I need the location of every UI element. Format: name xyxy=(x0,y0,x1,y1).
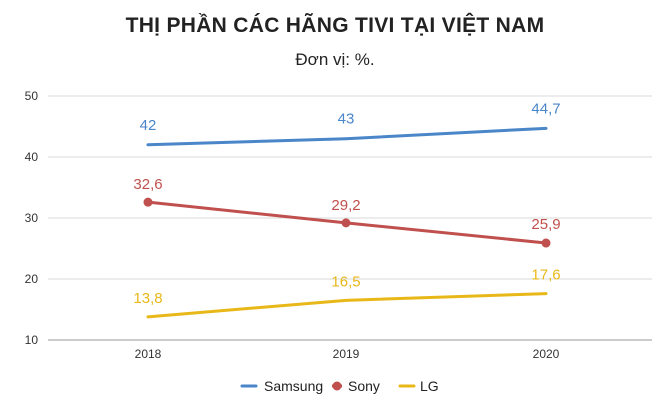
data-label-lg: 16,5 xyxy=(331,273,360,290)
chart-subtitle: Đơn vị: %. xyxy=(295,50,375,69)
data-label-samsung: 44,7 xyxy=(531,100,560,117)
data-label-sony: 25,9 xyxy=(531,216,560,233)
data-label-sony: 29,2 xyxy=(331,197,360,214)
legend-label-samsung: Samsung xyxy=(264,378,323,394)
legend-marker-sony xyxy=(332,381,342,391)
data-label-samsung: 42 xyxy=(140,117,157,134)
legend-label-lg: LG xyxy=(420,378,439,394)
x-tick-label: 2019 xyxy=(333,347,360,361)
chart-title: THỊ PHẦN CÁC HÃNG TIVI TẠI VIỆT NAM xyxy=(125,14,545,37)
x-tick-label: 2018 xyxy=(135,347,162,361)
series-line-samsung xyxy=(146,126,548,147)
series-line-lg xyxy=(146,292,548,319)
y-tick-label: 40 xyxy=(25,150,39,164)
legend-label-sony: Sony xyxy=(348,378,380,394)
data-point-sony xyxy=(541,238,551,248)
y-tick-label: 10 xyxy=(25,333,39,347)
data-label-samsung: 43 xyxy=(338,111,355,128)
data-label-sony: 32,6 xyxy=(133,176,162,193)
y-tick-label: 20 xyxy=(25,272,39,286)
y-tick-label: 50 xyxy=(25,89,39,103)
data-point-sony xyxy=(143,197,153,207)
x-tick-label: 2020 xyxy=(533,347,560,361)
data-label-lg: 13,8 xyxy=(133,290,162,307)
data-point-sony xyxy=(341,218,351,228)
data-label-lg: 17,6 xyxy=(531,267,560,284)
y-tick-label: 30 xyxy=(25,211,39,225)
